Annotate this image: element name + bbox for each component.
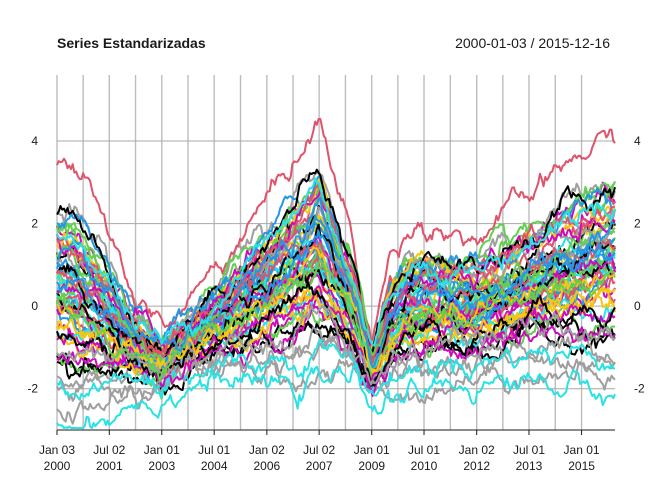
y-tick-label-left: 2 xyxy=(31,217,38,231)
x-tick-label-year: 2003 xyxy=(148,459,175,473)
x-tick-label-year: 2013 xyxy=(516,459,543,473)
x-tick-label-month: Jul 01 xyxy=(408,443,440,457)
series-line xyxy=(56,338,616,401)
x-tick-label-year: 2012 xyxy=(463,459,490,473)
series-line xyxy=(56,281,616,387)
x-tick-label-year: 2015 xyxy=(568,459,595,473)
series-layer xyxy=(56,117,616,429)
series-line xyxy=(56,326,616,402)
series-line xyxy=(56,304,616,386)
series-line xyxy=(56,168,616,355)
y-tick-label-right: 4 xyxy=(634,134,641,148)
y-tick-label-left: 0 xyxy=(31,299,38,313)
x-tick-label-year: 2009 xyxy=(358,459,385,473)
x-tick-label-month: Jul 01 xyxy=(513,443,545,457)
x-tick-label-year: 2001 xyxy=(96,459,123,473)
x-tick-label-month: Jan 01 xyxy=(354,443,390,457)
x-tick-label-year: 2007 xyxy=(306,459,333,473)
series-line xyxy=(56,177,616,347)
series-line xyxy=(56,246,616,373)
series-line xyxy=(56,197,616,369)
chart-title: Series Estandarizadas xyxy=(57,35,206,51)
x-tick-label-month: Jul 02 xyxy=(93,443,125,457)
y-tick-label-left: -2 xyxy=(27,382,38,396)
date-range-label: 2000-01-03 / 2015-12-16 xyxy=(455,35,610,51)
x-tick-label-month: Jan 01 xyxy=(564,443,600,457)
x-tick-label-month: Jan 01 xyxy=(144,443,180,457)
x-tick-label-month: Jul 02 xyxy=(303,443,335,457)
x-tick-label-month: Jan 02 xyxy=(249,443,285,457)
series-line xyxy=(56,258,616,383)
x-tick-label-year: 2006 xyxy=(253,459,280,473)
x-tick-label-year: 2010 xyxy=(411,459,438,473)
x-tick-label-month: Jan 03 xyxy=(39,443,75,457)
y-tick-label-right: 2 xyxy=(634,217,641,231)
x-tick-label-month: Jan 02 xyxy=(459,443,495,457)
x-tick-label-year: 2004 xyxy=(201,459,228,473)
y-tick-label-right: 0 xyxy=(634,299,641,313)
x-tick-label-year: 2000 xyxy=(44,459,71,473)
series-line xyxy=(56,117,616,342)
x-tick-label-month: Jul 01 xyxy=(198,443,230,457)
series-line xyxy=(56,364,616,429)
y-tick-label-left: 4 xyxy=(31,134,38,148)
y-tick-label-right: -2 xyxy=(634,382,645,396)
